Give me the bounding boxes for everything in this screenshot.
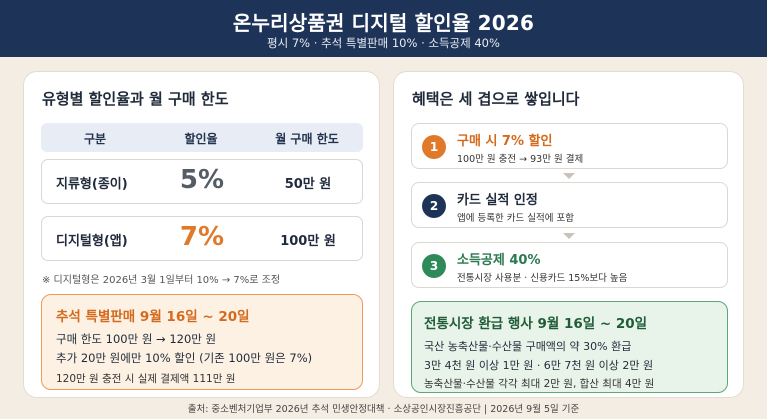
- benefit-desc: 100만 원 충전 → 93만 원 결제: [457, 154, 584, 165]
- row-rate: 7%: [179, 222, 225, 252]
- page-title: 온누리상품권 디지털 할인율 2026: [232, 11, 535, 35]
- chevron-down-icon: [563, 173, 575, 179]
- discount-limit-card: 유형별 할인율과 월 구매 한도 구분 할인율 월 구매 한도 지류형(종이) …: [23, 71, 380, 398]
- chevron-down-icon: [563, 233, 575, 239]
- header-rate: 할인율: [184, 132, 218, 146]
- benefit-title: 카드 실적 인정: [457, 193, 538, 208]
- refund-threshold-line: 3만 4천 원 이상 1만 원 · 6만 7천 원 이상 2만 원: [424, 359, 654, 372]
- row-type: 지류형(종이): [56, 177, 128, 192]
- page-subtitle: 평시 7% · 추석 특별판매 10% · 소득공제 40%: [267, 36, 500, 50]
- benefit-layer-2: 2 카드 실적 인정 앱에 등록한 카드 실적에 포함: [411, 182, 728, 228]
- benefit-title: 소득공제 40%: [457, 253, 541, 268]
- refund-title: 전통시장 환급 행사 9월 16일 ~ 20일: [424, 316, 648, 332]
- row-rate: 5%: [179, 165, 225, 195]
- chuseok-limit-line: 구매 한도 100만 원 → 120만 원: [56, 332, 217, 346]
- header-limit: 월 구매 한도: [275, 132, 339, 146]
- market-refund-box: 전통시장 환급 행사 9월 16일 ~ 20일 국산 농축산물·수산물 구매액의…: [411, 301, 728, 393]
- table-header: 구분 할인율 월 구매 한도: [41, 123, 363, 152]
- step-number-badge: 1: [422, 135, 446, 159]
- row-type: 디지털형(앱): [56, 234, 128, 249]
- chuseok-discount-line: 추가 20만 원에만 10% 할인 (기존 100만 원은 7%): [56, 351, 313, 365]
- refund-cap-line: 농축산물·수산물 각각 최대 2만 원, 합산 최대 4만 원: [424, 378, 655, 390]
- benefit-desc: 전통시장 사용분 · 신용카드 15%보다 높음: [457, 273, 628, 284]
- benefit-title: 구매 시 7% 할인: [457, 134, 553, 149]
- row-limit: 50만 원: [284, 177, 332, 192]
- step-number-badge: 2: [422, 194, 446, 218]
- chuseok-title: 추석 특별판매 9월 16일 ~ 20일: [56, 309, 250, 325]
- benefit-layer-1: 1 구매 시 7% 할인 100만 원 충전 → 93만 원 결제: [411, 123, 728, 169]
- chuseok-note: 120만 원 충전 시 실제 결제액 111만 원: [56, 373, 236, 385]
- benefit-layer-3: 3 소득공제 40% 전통시장 사용분 · 신용카드 15%보다 높음: [411, 242, 728, 288]
- table-row-digital: 디지털형(앱) 7% 100만 원: [41, 216, 363, 261]
- row-limit: 100만 원: [280, 234, 336, 249]
- benefits-card: 혜택은 세 겹으로 쌓입니다 1 구매 시 7% 할인 100만 원 충전 → …: [393, 71, 744, 398]
- step-number-badge: 3: [422, 254, 446, 278]
- benefit-desc: 앱에 등록한 카드 실적에 포함: [457, 213, 574, 224]
- discount-limit-title: 유형별 할인율과 월 구매 한도: [42, 90, 229, 108]
- table-row-paper: 지류형(종이) 5% 50만 원: [41, 159, 363, 204]
- benefits-title: 혜택은 세 겹으로 쌓입니다: [412, 90, 580, 108]
- rate-change-footnote: ※ 디지털형은 2026년 3월 1일부터 10% → 7%로 조정: [42, 275, 281, 286]
- header-banner: 온누리상품권 디지털 할인율 2026 평시 7% · 추석 특별판매 10% …: [0, 0, 767, 57]
- chuseok-special-box: 추석 특별판매 9월 16일 ~ 20일 구매 한도 100만 원 → 120만…: [41, 294, 363, 390]
- header-type: 구분: [83, 132, 107, 146]
- refund-rate-line: 국산 농축산물·수산물 구매액의 약 30% 환급: [424, 340, 632, 353]
- source-note: 출처: 중소벤처기업부 2026년 추석 민생안정대책 · 소상공인시장진흥공단…: [187, 404, 580, 415]
